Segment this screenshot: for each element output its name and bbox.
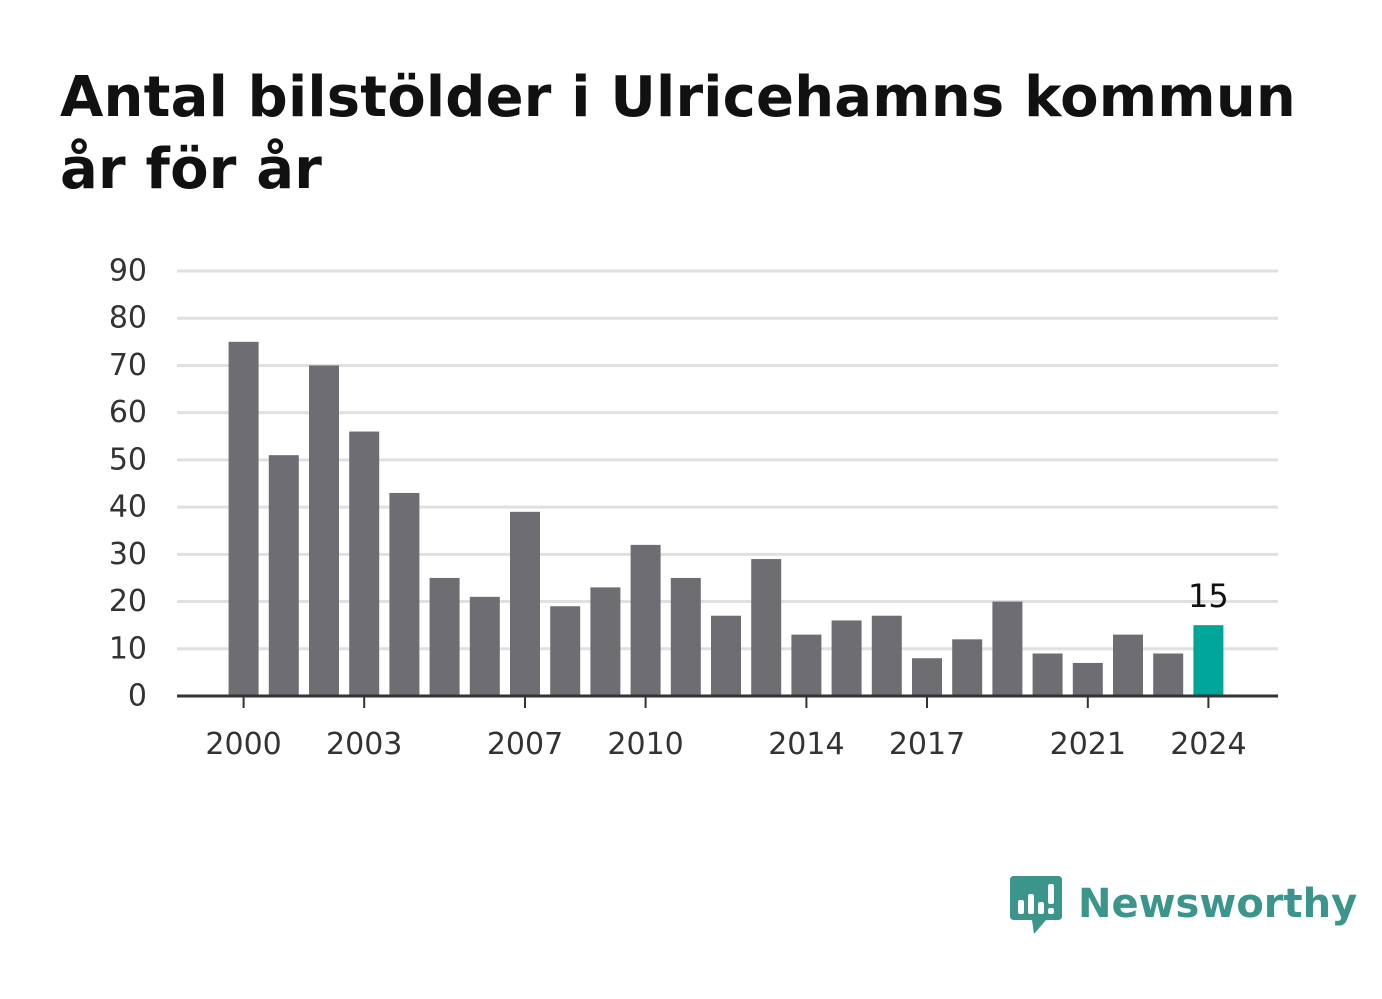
bar-2018 <box>952 639 983 696</box>
bar-2021 <box>1072 662 1103 696</box>
bar-2014 <box>791 634 822 696</box>
bar-2010 <box>630 544 661 696</box>
chart-title-line-2: år för år <box>60 137 323 202</box>
bar-2008 <box>550 606 581 696</box>
x-tick-label: 2021 <box>1050 727 1126 762</box>
bar-2012 <box>711 615 741 696</box>
y-tick-label: 90 <box>109 254 147 289</box>
bars <box>228 341 1224 696</box>
bar-2004 <box>389 492 420 696</box>
bar-2015 <box>831 620 862 696</box>
y-tick-label: 50 <box>109 442 147 477</box>
bar-2002 <box>309 365 339 696</box>
newsworthy-brand: Newsworthy <box>1010 876 1357 940</box>
gridlines <box>177 269 1278 651</box>
y-tick-label: 60 <box>109 395 147 430</box>
y-tick-label: 70 <box>109 348 147 383</box>
x-tick-label: 2010 <box>607 727 683 762</box>
x-tick-label: 2007 <box>487 727 563 762</box>
bar-2013 <box>751 559 782 696</box>
x-axis <box>177 694 1278 708</box>
bar-2001 <box>268 455 299 696</box>
bar-2017 <box>912 658 942 696</box>
bar-2000 <box>228 341 259 696</box>
bar-2022 <box>1113 634 1143 696</box>
data-labels: 15 <box>1188 577 1229 615</box>
y-tick-label: 20 <box>109 584 147 619</box>
y-tick-label: 30 <box>109 537 147 572</box>
bar-2005 <box>429 577 460 696</box>
y-tick-label: 40 <box>109 490 147 525</box>
brand-name: Newsworthy <box>1078 881 1358 927</box>
chart-title: Antal bilstölder i Ulricehamns kommun år… <box>60 62 1340 206</box>
bar-2007 <box>510 511 540 696</box>
x-axis-tick-labels: 2000 2003 2007 2010 2014 2017 2021 2024 <box>205 727 1246 762</box>
x-tick-label: 2000 <box>205 727 281 762</box>
bar-2006 <box>469 596 500 696</box>
y-tick-label: 10 <box>109 631 147 666</box>
bar-2011 <box>670 577 701 696</box>
bar-2019 <box>992 601 1023 696</box>
chart-title-line-1: Antal bilstölder i Ulricehamns kommun <box>60 65 1296 130</box>
x-tick-label: 2014 <box>768 727 844 762</box>
y-tick-label: 0 <box>128 679 147 714</box>
x-tick-label: 2024 <box>1170 727 1246 762</box>
x-tick-label: 2003 <box>326 727 402 762</box>
bar-2023 <box>1153 653 1184 696</box>
x-tick-label: 2017 <box>889 727 965 762</box>
bar-2003 <box>349 431 380 696</box>
y-tick-label: 80 <box>109 301 147 336</box>
bar-2009 <box>590 587 621 696</box>
bar-2016 <box>871 615 902 696</box>
bar-2020 <box>1032 653 1063 696</box>
bar-2024 <box>1193 625 1224 696</box>
y-axis-tick-labels: 0 10 20 30 40 50 60 70 80 90 <box>109 254 147 714</box>
newsworthy-logo-icon <box>1010 876 1062 934</box>
data-label-2024: 15 <box>1188 577 1229 615</box>
